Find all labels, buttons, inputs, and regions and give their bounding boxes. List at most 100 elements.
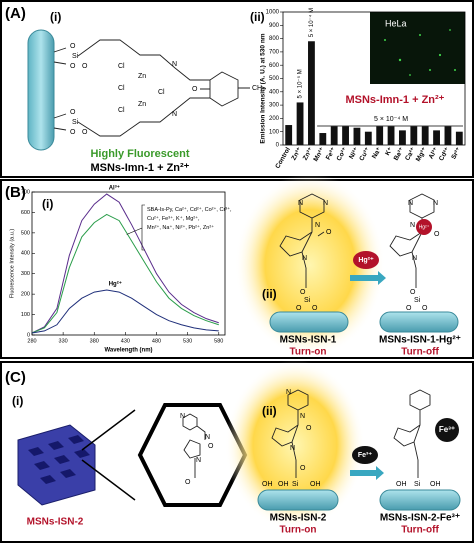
bar [376,126,384,145]
atom: Si [414,297,421,304]
series-line [31,193,219,334]
inset-label: HeLa [385,18,407,28]
atom: O [434,231,440,238]
atom: N [172,111,177,118]
badge: Fe³⁺ [439,425,455,434]
panel-label: (B) [5,184,26,201]
ion-badge [353,251,379,269]
atom: N [180,413,185,420]
bar [308,41,315,146]
y-tick-label: 300 [269,103,280,109]
x-tick-label: 330 [59,338,68,344]
series-line [31,213,219,334]
atom: N [323,200,328,207]
x-tick-label: 430 [121,338,130,344]
bar [364,131,372,145]
atom: O [82,63,88,70]
y-tick-label: 0 [276,143,280,149]
structure-bonds [389,193,435,288]
y-tick-label: 0 [27,332,30,338]
y-tick-label: 500 [269,76,280,82]
atom: Si [304,297,311,304]
y-tick-label: 300 [21,271,30,277]
structure-bonds [271,389,309,478]
sub-label: (i) [50,10,61,24]
panel-frame [0,0,474,178]
nanoparticle [379,311,459,333]
atom: O [422,305,428,312]
atom: N [298,200,303,207]
y-tick-label: 700 [21,189,30,195]
y-axis-label: Fluorescence Intensity (a.u.) [9,229,15,299]
y-tick-label: 200 [21,292,30,298]
atom: Si [292,481,299,488]
y-tick-label: 500 [21,230,30,236]
y-axis-label: Emission Intensity (A. U.) at 530 nm [260,33,267,143]
annotation: 5 × 10⁻⁵ M [297,69,304,98]
glow [235,173,385,357]
atom: OH [310,481,321,488]
atom: Si [414,481,421,488]
atom: O [70,109,76,116]
bar [444,126,452,145]
bar [433,130,440,145]
caption: MSNs-Imn-1 + Zn²⁺ [90,162,189,174]
caption: Highly Fluorescent [90,148,189,160]
atom: O [70,129,76,136]
atom: O [208,443,214,450]
bar [342,126,349,145]
legend-bracket [126,204,145,251]
bar [296,102,304,145]
atom: N [408,200,413,207]
porous-block [17,424,96,506]
fe-badge [435,418,459,442]
legend-label: SBA-Is-Py, Ca²⁺, Cd²⁺, Co²⁺, Cr³⁺, Cu²⁺, … [147,206,232,231]
state: Turn-off [401,525,439,536]
atom: Si [72,53,79,60]
annotation: 5 × 10⁻⁴ M [374,116,408,123]
atom: O [82,129,88,136]
atom: O [326,229,332,236]
y-tick-label: 800 [269,36,280,42]
atom: N [205,434,210,441]
x-tick-label: K⁺ [384,146,394,157]
inset-image [370,12,465,84]
atom: O [312,305,318,312]
panel-label: (A) [5,5,26,22]
atom: OH [430,481,441,488]
badge: Hg²⁺ [419,224,430,230]
structure-bonds [393,389,431,478]
atom: N [410,222,415,229]
arrow [350,271,386,285]
glow [225,360,365,530]
x-tick-label: Sr²⁺ [450,146,463,161]
atom: OH [262,481,273,488]
plot-frame [31,191,226,336]
y-tick-label: 200 [269,116,280,122]
y-tick-label: 700 [269,49,280,55]
ion: Fe³⁺ [358,452,373,459]
atom: Cl [118,63,125,70]
x-axis-label: Wavelength (nm) [104,348,152,354]
atom: O [410,289,416,296]
bar [285,125,293,145]
atom: N [302,255,307,262]
nanoparticle [269,311,349,333]
bar [319,133,327,145]
atom: N [196,457,201,464]
ion-badge [352,446,378,464]
name: MSNs-ISN-2-Fe³⁺ [380,513,460,524]
x-tick-label: 280 [27,338,36,344]
panel-label: (C) [5,369,26,386]
name: MSNs-ISN-2 [27,517,84,528]
atom: Cl [118,85,125,92]
sub-label: (i) [42,197,53,211]
atom: N [286,389,291,396]
structure-bonds [53,39,250,137]
atom: Cl [118,107,125,114]
bar [399,130,406,145]
atom: O [70,43,76,50]
annotation: 5 × 10⁻⁴ M [308,8,315,37]
atom: OH [278,481,289,488]
x-tick-label: Zn²⁺ [290,146,303,162]
